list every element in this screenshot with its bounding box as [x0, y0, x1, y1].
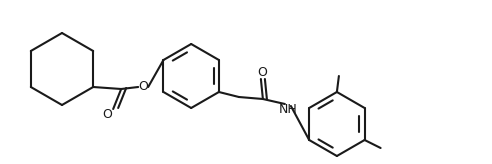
- Text: O: O: [257, 65, 267, 79]
- Text: O: O: [102, 107, 112, 121]
- Text: NH: NH: [278, 102, 297, 115]
- Text: O: O: [138, 80, 148, 92]
